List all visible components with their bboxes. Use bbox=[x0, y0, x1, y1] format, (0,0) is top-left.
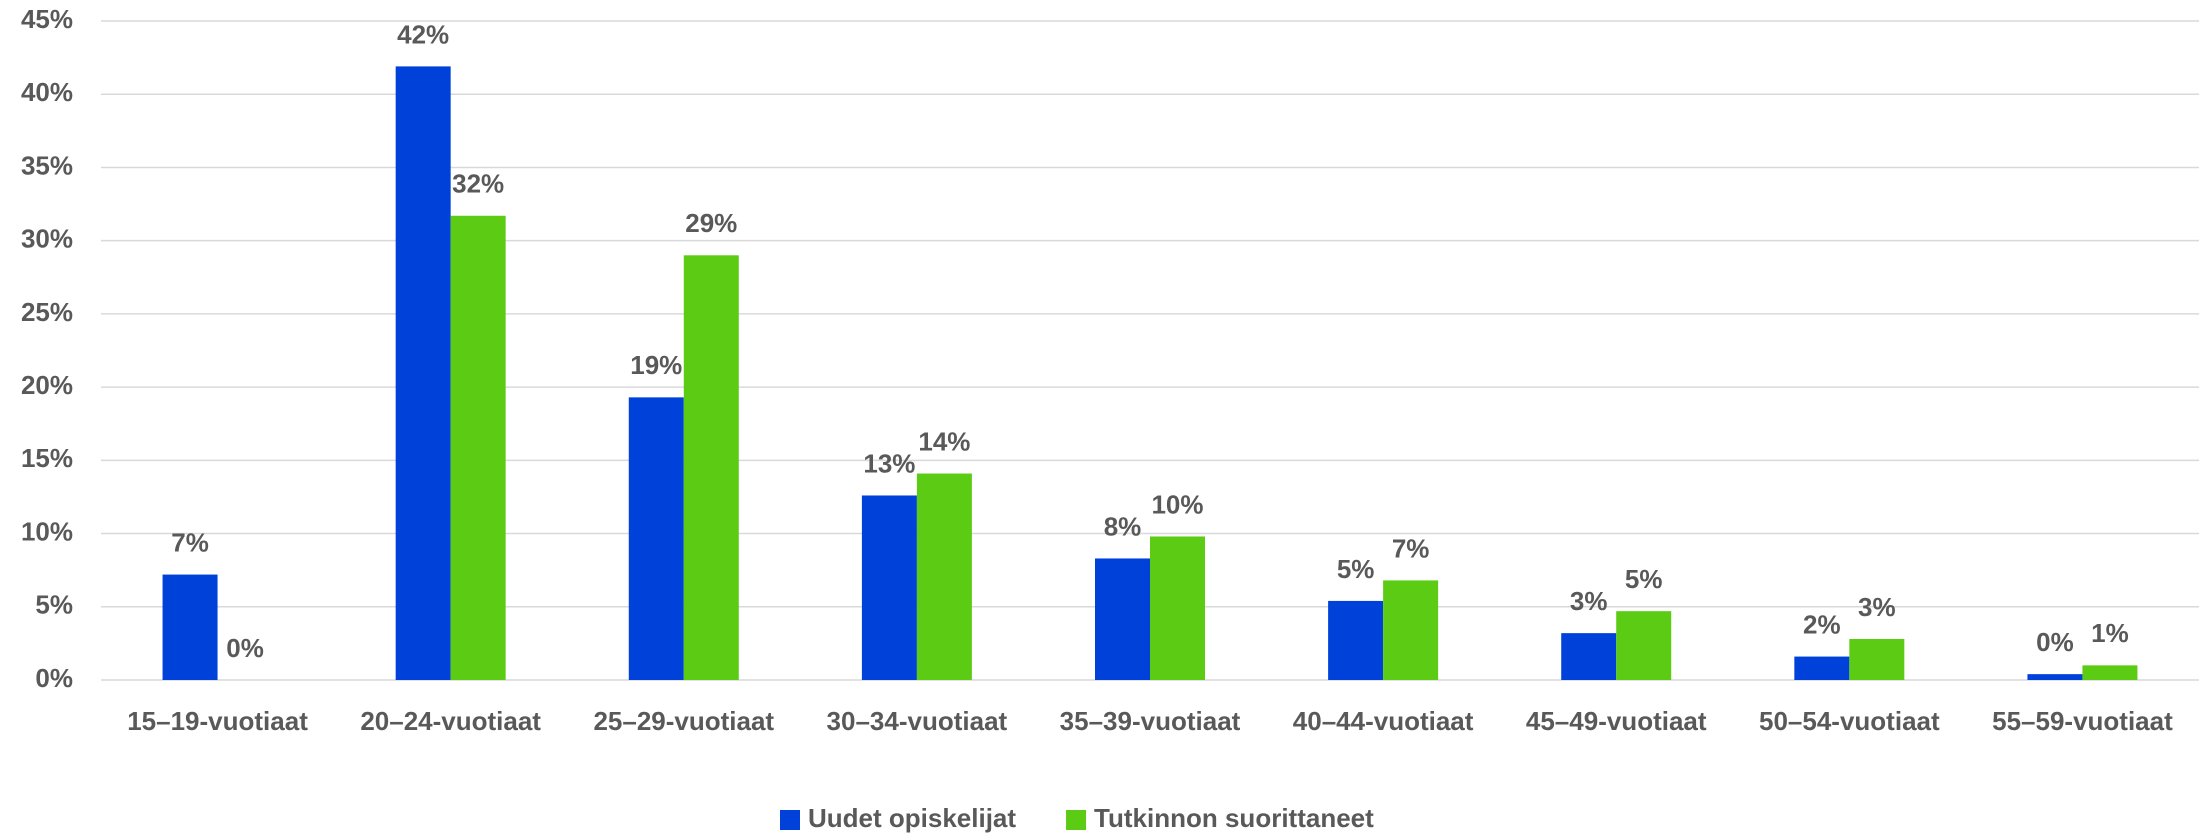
data-label: 3% bbox=[1858, 592, 1896, 622]
data-label: 1% bbox=[2091, 618, 2129, 648]
bar bbox=[162, 574, 218, 680]
bar bbox=[683, 255, 739, 681]
bar bbox=[1616, 611, 1672, 680]
x-tick-label: 55–59-vuotiaat bbox=[1992, 706, 2173, 736]
bar bbox=[1794, 656, 1850, 680]
x-tick-label: 15–19-vuotiaat bbox=[127, 706, 308, 736]
data-label: 5% bbox=[1337, 554, 1375, 584]
x-tick-label: 50–54-vuotiaat bbox=[1759, 706, 1940, 736]
bar bbox=[628, 397, 684, 680]
bar bbox=[1150, 536, 1205, 680]
data-label: 7% bbox=[171, 527, 209, 557]
data-label: 2% bbox=[1803, 609, 1841, 639]
bar bbox=[2027, 674, 2083, 680]
data-label: 7% bbox=[1392, 533, 1430, 563]
bar bbox=[450, 215, 506, 680]
data-label: 42% bbox=[397, 19, 449, 49]
y-tick-label: 40% bbox=[21, 77, 73, 107]
y-tick-label: 15% bbox=[21, 443, 73, 473]
y-tick-label: 10% bbox=[21, 516, 73, 546]
bar bbox=[1849, 638, 1905, 680]
y-tick-label: 45% bbox=[21, 4, 73, 34]
legend-label: Uudet opiskelijat bbox=[808, 803, 1016, 833]
bar bbox=[395, 66, 451, 681]
data-label: 8% bbox=[1104, 511, 1142, 541]
y-tick-label: 25% bbox=[21, 297, 73, 327]
y-tick-label: 35% bbox=[21, 150, 73, 180]
data-label: 5% bbox=[1625, 564, 1663, 594]
bar bbox=[1328, 600, 1384, 680]
bar bbox=[1095, 558, 1150, 680]
legend-swatch bbox=[780, 810, 800, 830]
legend-swatch bbox=[1066, 810, 1087, 830]
bar bbox=[916, 473, 972, 680]
x-tick-label: 20–24-vuotiaat bbox=[360, 706, 541, 736]
bar bbox=[861, 495, 917, 680]
y-tick-label: 30% bbox=[21, 224, 73, 254]
x-tick-label: 30–34-vuotiaat bbox=[827, 706, 1008, 736]
data-label: 3% bbox=[1570, 586, 1608, 616]
data-label: 29% bbox=[685, 208, 737, 238]
data-label: 13% bbox=[863, 448, 915, 478]
data-label: 0% bbox=[226, 633, 264, 663]
data-label: 14% bbox=[918, 426, 970, 456]
x-tick-label: 25–29-vuotiaat bbox=[593, 706, 774, 736]
y-tick-label: 0% bbox=[35, 663, 73, 693]
data-label: 0% bbox=[2036, 627, 2074, 657]
x-tick-label: 35–39-vuotiaat bbox=[1060, 706, 1241, 736]
bar bbox=[2082, 665, 2138, 680]
x-tick-label: 40–44-vuotiaat bbox=[1293, 706, 1474, 736]
data-label: 10% bbox=[1151, 489, 1203, 519]
data-label: 19% bbox=[630, 350, 682, 380]
y-tick-label: 20% bbox=[21, 370, 73, 400]
y-tick-label: 5% bbox=[35, 590, 73, 620]
x-tick-label: 45–49-vuotiaat bbox=[1526, 706, 1707, 736]
legend-label: Tutkinnon suorittaneet bbox=[1094, 803, 1374, 833]
bar bbox=[1383, 580, 1439, 680]
data-label: 32% bbox=[452, 169, 504, 199]
bar bbox=[1561, 633, 1617, 680]
